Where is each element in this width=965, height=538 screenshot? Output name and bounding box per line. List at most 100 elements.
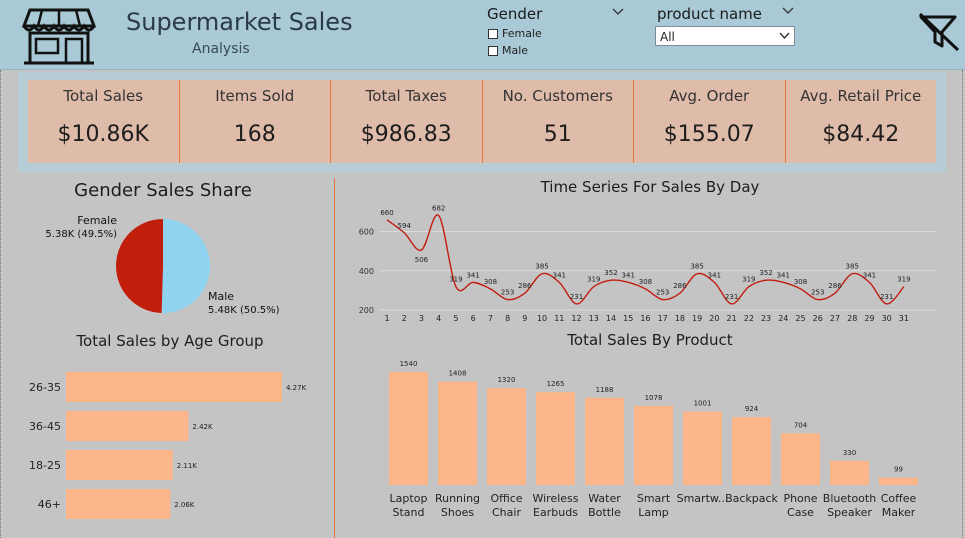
x-tick-label: 25 — [795, 314, 805, 323]
product-bar[interactable] — [781, 433, 820, 485]
product-bar[interactable] — [732, 417, 771, 485]
product-bar[interactable] — [830, 460, 869, 485]
product-bar[interactable] — [389, 372, 428, 485]
chevron-down-icon[interactable] — [782, 7, 794, 15]
y-tick-label: 400 — [359, 267, 374, 276]
product-chart-title: Total Sales By Product — [567, 331, 733, 349]
product-dropdown-value: All — [660, 30, 675, 44]
x-tick-label: 14 — [606, 314, 616, 323]
x-tick-label: 13 — [589, 314, 599, 323]
chevron-down-icon[interactable] — [612, 8, 624, 16]
kpi-value: 168 — [233, 122, 276, 147]
product-bar-value: 1188 — [596, 386, 614, 394]
product-bar-value: 924 — [745, 405, 759, 413]
kpi-label: Avg. Retail Price — [800, 87, 922, 105]
product-category-label: Maker — [882, 506, 916, 519]
male-checkbox[interactable] — [488, 45, 498, 56]
product-bar[interactable] — [634, 405, 673, 485]
sales-line — [386, 214, 905, 305]
age-bar[interactable] — [66, 411, 189, 441]
x-tick-label: 8 — [505, 314, 510, 323]
canvas-border — [962, 70, 963, 538]
kpi-value: $986.83 — [360, 122, 452, 147]
age-group-bar-chart: 26-35 4.27K 36-45 2.42K 18-25 2.11K 46+ 2.06K — [29, 372, 307, 519]
data-label: 319 — [742, 276, 755, 284]
gender-option-female[interactable]: Female — [488, 27, 542, 40]
age-category-label: 36-45 — [29, 420, 61, 433]
kpi-value: $84.42 — [822, 122, 900, 147]
product-bar-value: 1265 — [547, 380, 565, 388]
x-tick-label: 10 — [537, 314, 547, 323]
kpi-label: Total Taxes — [365, 87, 447, 105]
section-divider — [334, 178, 335, 538]
x-tick-label: 29 — [864, 314, 874, 323]
product-bar[interactable] — [438, 381, 477, 485]
pie-slice-female[interactable] — [115, 219, 163, 313]
data-label: 286 — [673, 282, 687, 290]
female-checkbox[interactable] — [488, 28, 498, 39]
gender-option-male[interactable]: Male — [488, 44, 528, 57]
x-tick-label: 15 — [623, 314, 633, 323]
pie-chart-title: Gender Sales Share — [74, 180, 252, 201]
page-subtitle: Analysis — [192, 41, 250, 57]
header-bar: Supermarket Sales Analysis Gender Female… — [0, 0, 965, 70]
gender-slicer-title: Gender — [487, 5, 543, 23]
data-label: 341 — [553, 271, 566, 279]
product-category-label: Stand — [393, 506, 425, 519]
age-bar[interactable] — [66, 372, 282, 402]
data-label: 385 — [846, 263, 859, 271]
product-bar-value: 330 — [843, 449, 856, 457]
product-category-label: Bottle — [588, 506, 621, 519]
kpi-value: $155.07 — [663, 122, 755, 147]
data-label: 253 — [811, 289, 824, 297]
kpi-value: 51 — [543, 122, 572, 147]
x-tick-label: 6 — [471, 314, 476, 323]
product-category-label: Case — [787, 506, 814, 519]
product-bar[interactable] — [536, 392, 575, 485]
age-category-label: 46+ — [38, 498, 61, 511]
kpi-avg-retail-price: Avg. Retail Price $84.42 — [786, 80, 937, 163]
age-category-label: 26-35 — [29, 381, 61, 394]
data-label: 231 — [725, 293, 738, 301]
x-tick-label: 24 — [778, 314, 788, 323]
kpi-total-sales: Total Sales $10.86K — [28, 80, 180, 163]
x-tick-label: 9 — [522, 314, 527, 323]
kpi-customers: No. Customers 51 — [483, 80, 634, 163]
product-category-label: Phone — [783, 492, 817, 505]
product-bar[interactable] — [683, 411, 722, 485]
product-bar-value: 1320 — [498, 376, 516, 384]
product-bar[interactable] — [585, 397, 624, 485]
product-bar-value: 1408 — [449, 370, 467, 378]
product-category-label: Running — [435, 492, 480, 505]
product-category-label: Wireless — [532, 492, 578, 505]
clear-filter-icon[interactable] — [918, 12, 962, 52]
product-category-label: Laptop — [390, 492, 428, 505]
x-tick-label: 1 — [384, 314, 389, 323]
data-label: 682 — [432, 205, 445, 213]
x-tick-label: 28 — [847, 314, 857, 323]
x-tick-label: 22 — [744, 314, 754, 323]
product-bar[interactable] — [487, 388, 526, 485]
store-icon — [22, 8, 96, 65]
male-option-label: Male — [502, 44, 529, 57]
data-label: 319 — [587, 276, 600, 284]
data-label: 352 — [604, 269, 617, 277]
product-category-label: Office — [490, 492, 522, 505]
pie-slice-male[interactable] — [161, 219, 210, 313]
product-dropdown[interactable]: All — [655, 26, 795, 46]
product-category-label: Backpack — [725, 492, 778, 505]
gender-pie-chart: Female 5.38K (49.5%) Male 5.48K (50.5%) — [45, 214, 280, 316]
pie-value-male: 5.48K (50.5%) — [208, 305, 280, 316]
age-bar[interactable] — [66, 450, 173, 480]
product-bar[interactable] — [879, 477, 918, 485]
age-bar[interactable] — [66, 489, 171, 519]
x-tick-label: 3 — [419, 314, 424, 323]
data-label: 319 — [897, 276, 910, 284]
product-category-label: Bluetooth — [823, 492, 876, 505]
product-slicer-title: product name — [657, 5, 762, 23]
y-tick-label: 200 — [359, 306, 374, 315]
data-label: 308 — [794, 278, 807, 286]
kpi-value: $10.86K — [57, 122, 149, 147]
product-bar-value: 704 — [794, 421, 808, 429]
product-category-label: Lamp — [638, 506, 669, 519]
